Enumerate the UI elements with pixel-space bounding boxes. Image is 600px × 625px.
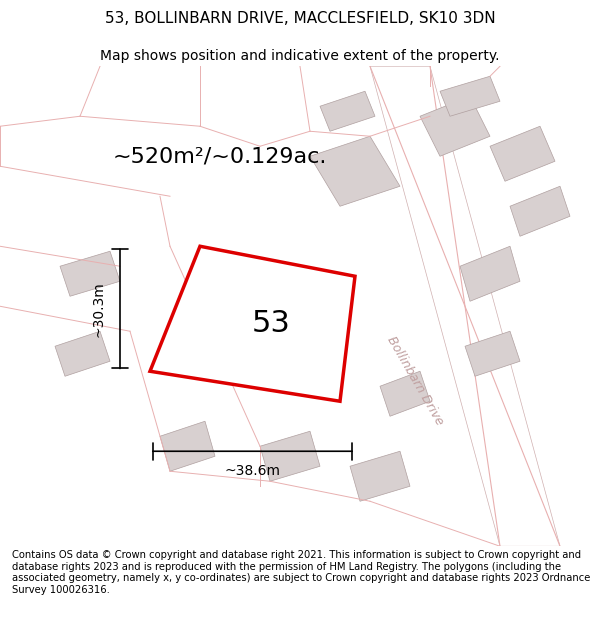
Polygon shape xyxy=(55,331,110,376)
Polygon shape xyxy=(370,66,560,546)
Polygon shape xyxy=(160,421,215,471)
Polygon shape xyxy=(510,186,570,236)
Text: ~38.6m: ~38.6m xyxy=(224,464,281,478)
Text: ~520m²/~0.129ac.: ~520m²/~0.129ac. xyxy=(113,146,327,166)
Polygon shape xyxy=(150,246,355,401)
Text: 53, BOLLINBARN DRIVE, MACCLESFIELD, SK10 3DN: 53, BOLLINBARN DRIVE, MACCLESFIELD, SK10… xyxy=(104,11,496,26)
Polygon shape xyxy=(320,91,375,131)
Polygon shape xyxy=(350,451,410,501)
Polygon shape xyxy=(420,96,490,156)
Text: 53: 53 xyxy=(252,309,290,338)
Text: ~30.3m: ~30.3m xyxy=(91,281,105,337)
Polygon shape xyxy=(260,431,320,481)
Polygon shape xyxy=(460,246,520,301)
Polygon shape xyxy=(60,251,120,296)
Text: Bollinbarn Drive: Bollinbarn Drive xyxy=(384,334,446,428)
Polygon shape xyxy=(440,76,500,116)
Text: Contains OS data © Crown copyright and database right 2021. This information is : Contains OS data © Crown copyright and d… xyxy=(12,550,590,595)
Polygon shape xyxy=(380,371,430,416)
Polygon shape xyxy=(465,331,520,376)
Polygon shape xyxy=(310,136,400,206)
Polygon shape xyxy=(490,126,555,181)
Text: Map shows position and indicative extent of the property.: Map shows position and indicative extent… xyxy=(100,49,500,63)
